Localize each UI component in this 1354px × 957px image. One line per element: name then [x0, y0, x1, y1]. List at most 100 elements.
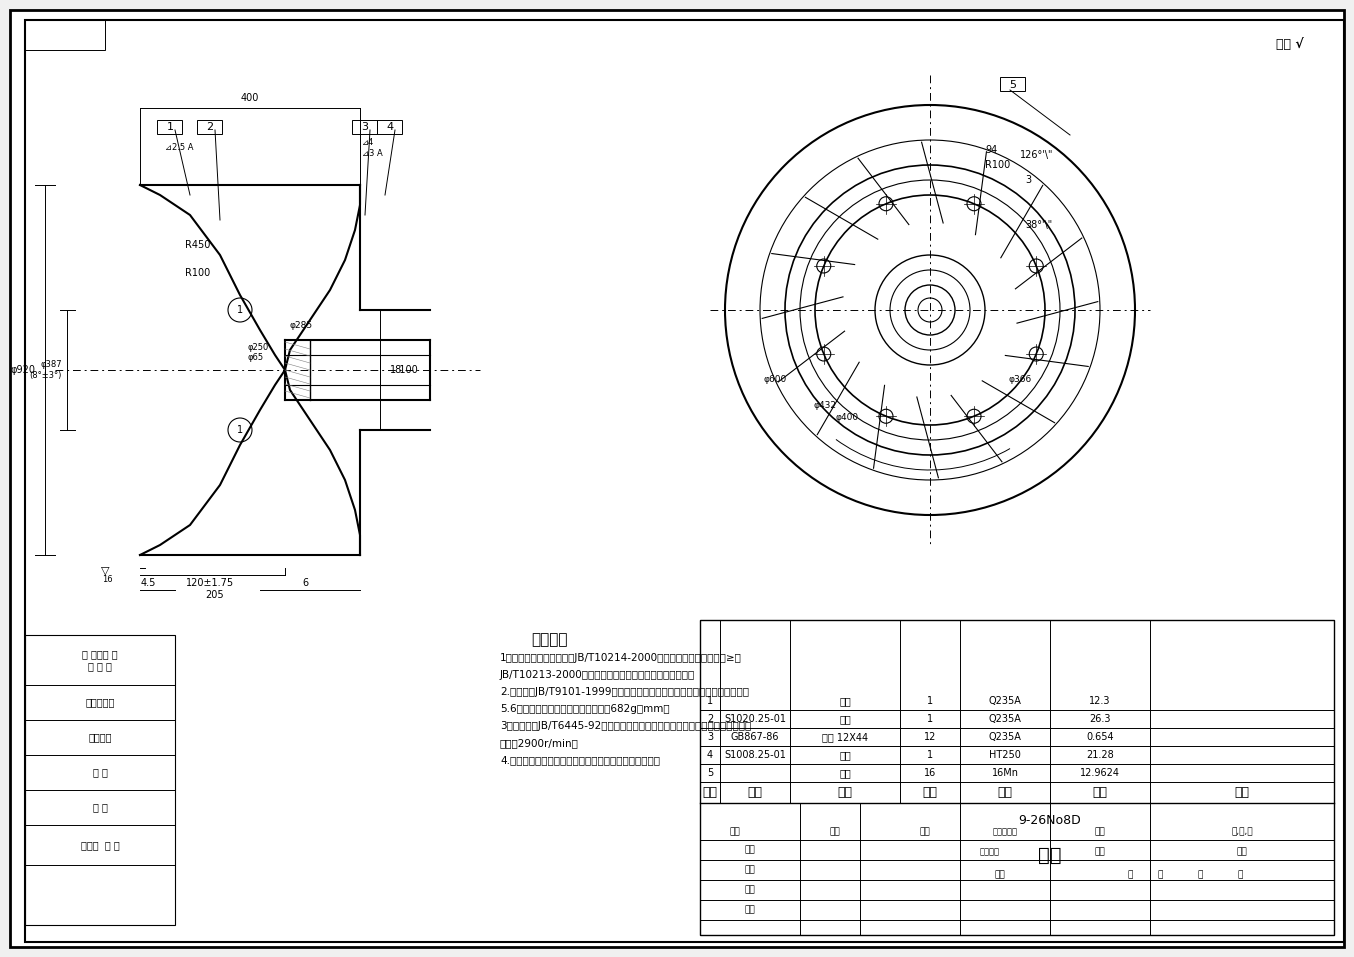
- Text: 蜗盘: 蜗盘: [839, 750, 850, 760]
- Text: 机成图品号: 机成图品号: [85, 698, 115, 707]
- Bar: [196, 120, 222, 134]
- Text: 铆钉 12X44: 铆钉 12X44: [822, 732, 868, 742]
- Text: S1008.25-01: S1008.25-01: [724, 750, 785, 760]
- Text: 底图品号: 底图品号: [88, 732, 112, 743]
- Text: R100: R100: [984, 160, 1010, 170]
- Text: 技术要求: 技术要求: [532, 633, 569, 648]
- Text: 轮盘: 轮盘: [839, 714, 850, 724]
- Text: 12.3: 12.3: [1089, 696, 1110, 706]
- Text: Q235A: Q235A: [988, 696, 1021, 706]
- Text: 分区: 分区: [919, 828, 930, 836]
- Text: 3: 3: [362, 122, 368, 132]
- Text: 工艺: 工艺: [745, 905, 756, 915]
- Text: 18: 18: [390, 365, 402, 375]
- Text: 12: 12: [923, 732, 936, 742]
- Text: 4: 4: [386, 122, 394, 132]
- Text: 设计: 设计: [745, 845, 756, 855]
- Text: 张: 张: [1158, 871, 1163, 879]
- Text: 26.3: 26.3: [1089, 714, 1110, 724]
- Text: 签名: 签名: [1094, 828, 1105, 836]
- Text: 审核: 审核: [745, 885, 756, 895]
- Text: ⊿4
⊿3 A: ⊿4 ⊿3 A: [362, 139, 383, 158]
- Text: 5: 5: [1010, 80, 1017, 90]
- Text: HT250: HT250: [988, 750, 1021, 760]
- Text: 数量: 数量: [922, 787, 937, 799]
- Text: 日 期: 日 期: [92, 803, 107, 812]
- Text: φ600: φ600: [764, 375, 787, 385]
- Text: 12.9624: 12.9624: [1080, 768, 1120, 778]
- Text: 4.5: 4.5: [141, 578, 156, 588]
- Text: 16Mn: 16Mn: [991, 768, 1018, 778]
- Bar: [24, 635, 175, 925]
- Text: JB/T10213-2000《通风机焊接质量检验技术条件》进行。: JB/T10213-2000《通风机焊接质量检验技术条件》进行。: [500, 670, 695, 680]
- Text: 1: 1: [927, 714, 933, 724]
- Text: 1: 1: [927, 750, 933, 760]
- Text: 9-26No8D: 9-26No8D: [1018, 813, 1082, 827]
- Text: 4.本图系右旋转风机叶轮，左旋转风机叶轮按本图反制。: 4.本图系右旋转风机叶轮，左旋转风机叶轮按本图反制。: [500, 755, 659, 765]
- Text: φ366: φ366: [1009, 375, 1032, 385]
- Bar: [376, 120, 402, 134]
- Text: 2: 2: [707, 714, 714, 724]
- Text: 代号: 代号: [747, 787, 762, 799]
- Text: Q235A: Q235A: [988, 732, 1021, 742]
- Text: ⊿2.5 A: ⊿2.5 A: [165, 144, 194, 152]
- Text: 6: 6: [302, 578, 309, 588]
- Text: 1: 1: [237, 425, 244, 435]
- Text: 晒图员  日 期: 晒图员 日 期: [81, 840, 119, 850]
- Text: 3: 3: [1025, 175, 1032, 185]
- Text: 其余 √: 其余 √: [1275, 38, 1304, 52]
- Text: 3: 3: [707, 732, 714, 742]
- Text: ▽: ▽: [100, 565, 110, 575]
- Text: 张: 张: [1238, 871, 1243, 879]
- Text: 描绘: 描绘: [745, 865, 756, 875]
- Text: 描 字: 描 字: [92, 768, 107, 777]
- Text: 16: 16: [102, 575, 112, 585]
- Text: 序号: 序号: [703, 787, 718, 799]
- Text: 比例: 比例: [1236, 848, 1247, 857]
- Text: 5: 5: [707, 768, 714, 778]
- Text: 审 （批） 准
件 量 记: 审 （批） 准 件 量 记: [83, 649, 118, 671]
- Text: 0.654: 0.654: [1086, 732, 1114, 742]
- Text: R450: R450: [185, 240, 210, 250]
- Text: 3．叶轮应按JB/T6445-92《通风机叶轮超速试验》进行超速试验，叶轮最高工作: 3．叶轮应按JB/T6445-92《通风机叶轮超速试验》进行超速试验，叶轮最高工…: [500, 721, 751, 731]
- Text: 400: 400: [241, 93, 259, 103]
- Text: R100: R100: [185, 268, 210, 278]
- Text: 5.6级，各校正面允许剩余不平衡量为682g．mm。: 5.6级，各校正面允许剩余不平衡量为682g．mm。: [500, 704, 670, 714]
- Bar: [24, 20, 106, 50]
- Text: 100: 100: [390, 365, 418, 375]
- Text: 21.28: 21.28: [1086, 750, 1114, 760]
- Text: 材料: 材料: [998, 787, 1013, 799]
- Text: 总重: 总重: [1093, 787, 1108, 799]
- Text: 重量: 重量: [1094, 848, 1105, 857]
- Text: 轮盘: 轮盘: [839, 696, 850, 706]
- Text: 2: 2: [206, 122, 214, 132]
- Bar: [157, 120, 181, 134]
- Text: 126°'\": 126°'\": [1020, 150, 1053, 160]
- Text: φ387
(8°±3°): φ387 (8°±3°): [30, 360, 62, 380]
- Text: 转速为2900r/min。: 转速为2900r/min。: [500, 738, 580, 748]
- Bar: [352, 120, 376, 134]
- Text: φ400: φ400: [835, 413, 858, 422]
- Text: 名称: 名称: [838, 787, 853, 799]
- Text: φ285: φ285: [290, 321, 313, 329]
- Text: 1: 1: [237, 305, 244, 315]
- Text: 叶轮: 叶轮: [1039, 845, 1062, 864]
- Text: φ432: φ432: [814, 400, 837, 410]
- Text: 叶片: 叶片: [839, 768, 850, 778]
- Text: 处数: 处数: [830, 828, 841, 836]
- Text: 1．叶轮组制造和检查应按JB/T10214-2000《通风机钢焊件技术条件≥和: 1．叶轮组制造和检查应按JB/T10214-2000《通风机钢焊件技术条件≥和: [500, 653, 742, 663]
- Bar: [1001, 77, 1025, 91]
- Text: 1: 1: [927, 696, 933, 706]
- Text: 1: 1: [707, 696, 714, 706]
- Text: 2.叶轮应按JB/T9101-1999《通风机转子平衡》规定进行平衡校正，平衡精度: 2.叶轮应按JB/T9101-1999《通风机转子平衡》规定进行平衡校正，平衡精…: [500, 687, 749, 697]
- Text: 共: 共: [1128, 871, 1133, 879]
- Text: 4: 4: [707, 750, 714, 760]
- Text: φ65: φ65: [248, 353, 264, 363]
- Text: 16: 16: [923, 768, 936, 778]
- Text: Q235A: Q235A: [988, 714, 1021, 724]
- Text: 附数备记: 附数备记: [980, 848, 1001, 857]
- Text: 第: 第: [1197, 871, 1202, 879]
- Text: 1: 1: [167, 122, 173, 132]
- Text: φ920: φ920: [11, 365, 35, 375]
- Text: 数量: 数量: [995, 871, 1006, 879]
